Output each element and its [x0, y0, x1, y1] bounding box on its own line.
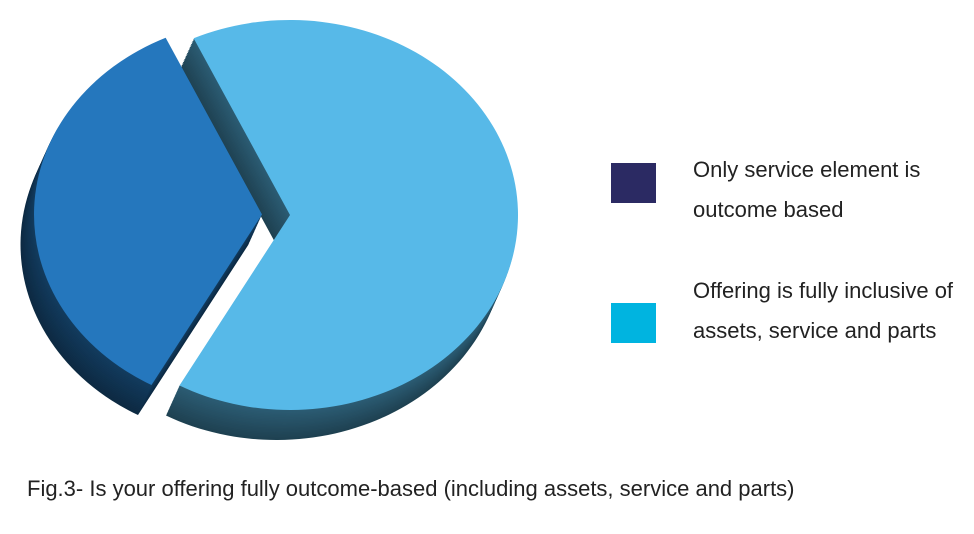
legend-label: Offering is fully inclusive of assets, s… — [693, 278, 954, 343]
legend-label: Only service element is outcome based — [693, 157, 921, 222]
caption: Fig.3- Is your offering fully outcome-ba… — [27, 476, 795, 501]
legend-swatch — [611, 163, 656, 203]
legend-swatch — [611, 303, 656, 343]
pie-slice — [179, 19, 519, 410]
pie-slice — [34, 37, 263, 386]
